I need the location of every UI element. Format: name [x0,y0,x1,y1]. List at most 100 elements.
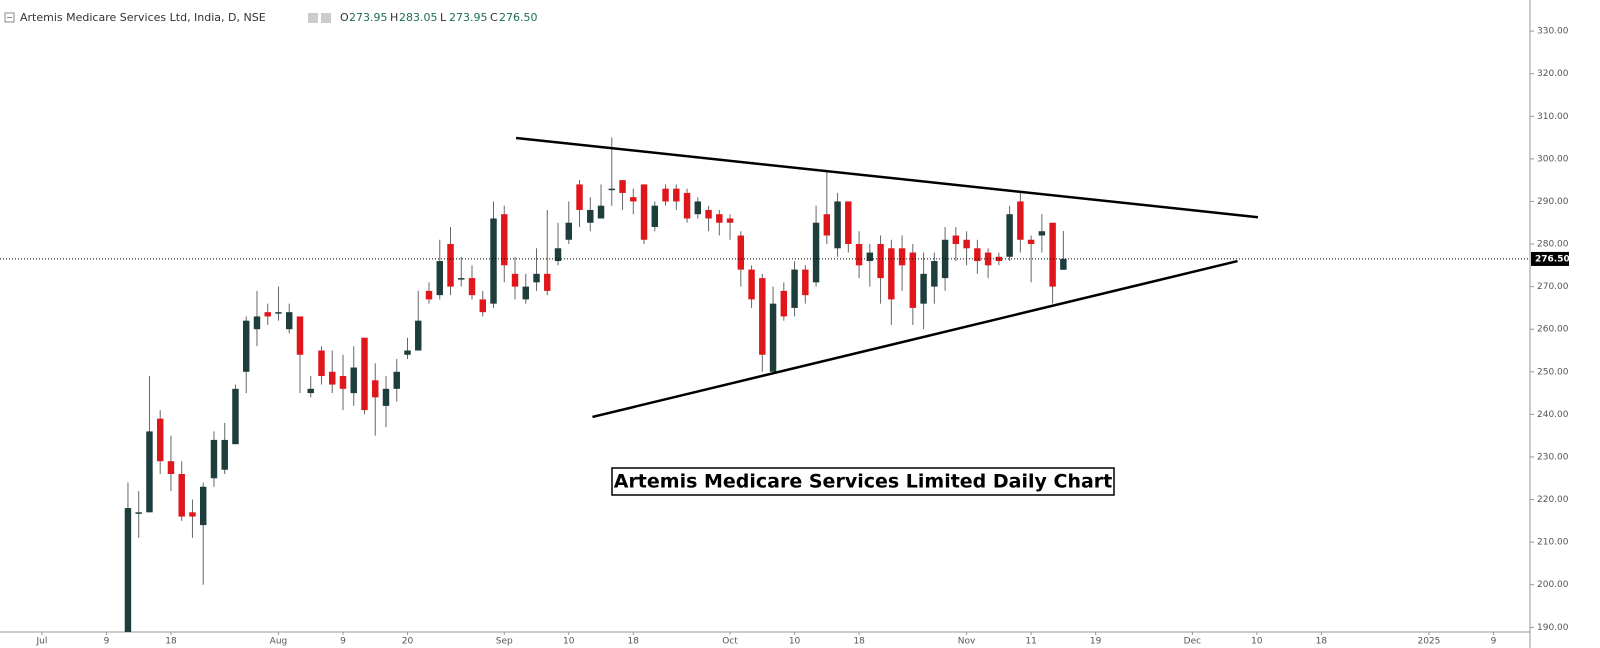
ohlc-value: 273.95 [449,11,488,24]
candle-body [737,235,745,270]
candle-body [393,371,400,389]
candle-body [1038,231,1046,236]
candle-body [909,252,917,308]
ohlc-letter: H [390,11,398,24]
candle-body [845,201,852,245]
candle-body [802,269,809,296]
candle-body [189,512,196,517]
candle-body [1049,222,1056,287]
candle-body [608,188,616,191]
candle-body [533,273,540,283]
x-tick-label: 9 [340,637,346,647]
x-tick-label: Sep [496,637,513,647]
candle-body [974,248,981,262]
candle-body [1017,201,1024,240]
candle-body [565,222,573,240]
candle-body [705,209,712,219]
ohlc-letter: O [340,11,349,24]
candle-body [135,512,142,514]
candle-body [995,256,1003,262]
candle-body [264,312,271,317]
candle-body [318,350,325,377]
candle-body [576,184,583,210]
y-tick-label: 240.00 [1537,410,1569,420]
x-tick-label: 18 [1316,637,1328,647]
candle-body [898,248,906,266]
ohlc-value: 276.50 [499,11,538,24]
candle-body [920,273,927,304]
ohlc-value: 273.95 [349,11,388,24]
candle-body [834,201,841,249]
candle-body [242,320,250,372]
candle-body [855,244,863,266]
y-tick-label: 210.00 [1537,538,1569,548]
candle-body [748,269,755,300]
header-icon[interactable] [308,13,318,23]
annotation: Artemis Medicare Services Limited Daily … [614,471,1113,493]
candle-body [436,261,443,296]
candle-body [694,201,702,215]
y-tick-label: 320.00 [1537,69,1569,79]
candle-body [146,431,153,513]
candle-body [952,235,960,245]
candle-body [221,439,228,470]
candle-body [458,278,465,280]
x-tick-label: 10 [1251,637,1263,647]
candle-body [619,180,626,193]
ohlc-letter: L [440,11,447,24]
x-tick-label: Dec [1184,637,1201,647]
candle-body [479,299,486,313]
candle-body [501,214,508,266]
y-tick-label: 290.00 [1537,197,1569,207]
candle-body [511,273,519,287]
trendline [515,136,1259,219]
x-tick-label: 9 [1491,637,1497,647]
candle-body [759,278,766,355]
candle-body [554,248,562,262]
x-tick-label: 10 [563,637,575,647]
y-tick-label: 280.00 [1537,240,1569,250]
candle-body [210,439,218,479]
candle-body [866,252,874,262]
candle-body [1060,258,1067,270]
candle-body [683,192,691,219]
candle-body [361,337,368,411]
y-tick-label: 220.00 [1537,495,1569,505]
candle-body [931,261,938,287]
candle-body [490,218,497,304]
x-tick-label: 18 [853,637,865,647]
x-tick-label: Nov [958,637,976,647]
candle-body [1027,239,1035,245]
header-icon[interactable] [321,13,331,23]
plot-area [124,136,1259,632]
x-tick-label: 18 [165,637,177,647]
y-tick-label: 260.00 [1537,325,1569,335]
candle-body [651,205,659,227]
candle-body [339,376,347,389]
annotation-box [611,467,1115,496]
candle-body [963,239,970,249]
last-price-box [1531,251,1569,266]
candle-body [329,371,336,385]
x-tick-label: Oct [722,637,738,647]
collapse-icon[interactable] [4,12,15,23]
candle-body [1006,214,1013,257]
candle-body [716,214,723,223]
candle-body [178,474,185,517]
y-tick-label: 300.00 [1537,154,1569,164]
candle-body [286,312,293,330]
ohlc-letter: C [490,11,498,24]
candle-body [877,244,884,279]
header-title: Artemis Medicare Services Ltd, India, D,… [20,11,266,24]
x-tick-label: 2025 [1417,637,1440,647]
candle-body [404,350,411,355]
trendline [592,259,1238,419]
candle-body [167,461,175,474]
candle-body [587,209,594,223]
candle-body [415,320,422,351]
x-tick-label: 18 [628,637,640,647]
candle-body [780,290,788,317]
candle-body [468,278,476,296]
